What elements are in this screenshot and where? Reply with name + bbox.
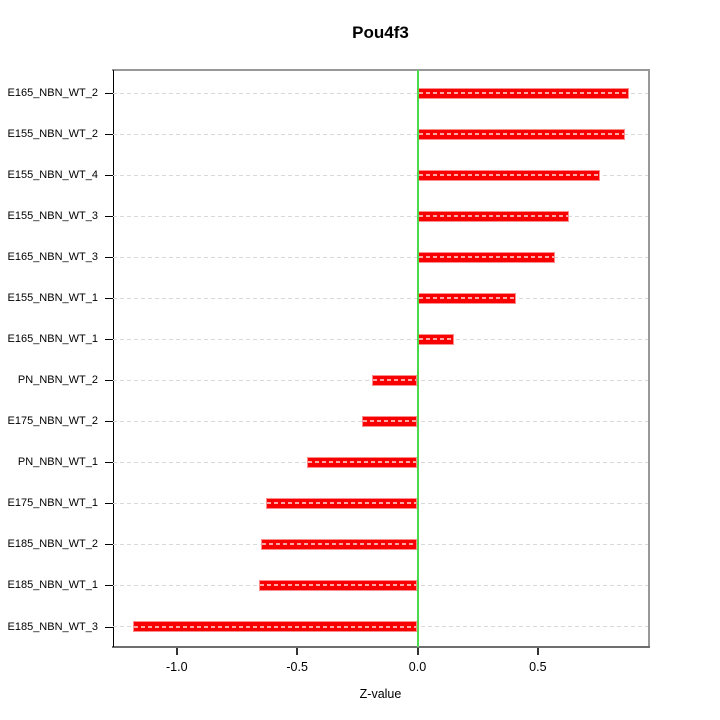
value-bar	[258, 579, 418, 591]
zero-line	[416, 70, 419, 647]
bar-stripe	[418, 256, 554, 259]
x-axis-tick-label: 0.0	[408, 660, 427, 674]
y-axis-tick	[105, 298, 113, 300]
gridline	[113, 297, 648, 299]
y-axis-tick	[105, 134, 113, 136]
x-axis-title: Z-value	[359, 687, 402, 701]
x-axis-tick	[536, 648, 539, 655]
x-axis-tick-label: -0.5	[286, 660, 308, 674]
y-axis-label: PN_NBN_WT_2	[17, 374, 98, 387]
bar-stripe	[363, 420, 417, 423]
y-axis-tick	[105, 339, 113, 341]
bar-stripe	[418, 133, 624, 136]
bar-stripe	[134, 625, 417, 628]
y-axis-label: E155_NBN_WT_2	[7, 128, 99, 141]
y-axis-line	[113, 70, 114, 647]
y-axis-tick	[105, 585, 113, 587]
plot-frame-right	[648, 69, 650, 648]
plot-area	[113, 70, 648, 647]
value-bar	[417, 251, 555, 263]
bar-stripe	[418, 297, 516, 300]
gridline	[113, 215, 648, 217]
gridline	[113, 92, 648, 94]
y-axis-label: E165_NBN_WT_1	[7, 333, 99, 346]
y-axis-label: E175_NBN_WT_1	[7, 497, 99, 510]
bar-stripe	[418, 92, 629, 94]
y-axis-tick	[105, 626, 113, 628]
x-axis-tick	[175, 648, 178, 655]
gridline	[113, 338, 648, 340]
y-axis-label: E155_NBN_WT_3	[7, 210, 99, 223]
gridline	[113, 256, 648, 258]
y-axis-label: PN_NBN_WT_1	[17, 456, 98, 469]
value-bar	[417, 210, 570, 222]
y-axis-label: E185_NBN_WT_1	[7, 579, 99, 592]
bar-stripe	[307, 461, 417, 464]
x-axis-tick	[296, 648, 299, 655]
value-bar	[261, 538, 418, 550]
y-axis-tick	[105, 93, 113, 94]
y-axis-tick	[105, 421, 113, 423]
bar-stripe	[372, 379, 417, 382]
value-bar	[417, 87, 630, 99]
bar-stripe	[262, 543, 417, 546]
x-axis-tick-label: -1.0	[166, 660, 188, 674]
value-bar	[265, 497, 418, 509]
plot-frame-top	[112, 69, 650, 71]
y-axis-label: E185_NBN_WT_2	[7, 538, 99, 551]
gridline	[113, 174, 648, 176]
chart-title: Pou4f3	[352, 23, 409, 42]
value-bar	[417, 128, 625, 140]
y-axis-tick	[105, 175, 113, 177]
x-axis-tick-label: 0.5	[529, 660, 547, 674]
y-axis-tick	[105, 544, 113, 546]
value-bar	[362, 415, 418, 427]
value-bar	[417, 169, 601, 181]
y-axis-label: E165_NBN_WT_2	[7, 87, 99, 99]
value-bar	[371, 374, 418, 386]
y-axis-tick	[105, 216, 113, 218]
y-axis-label: E175_NBN_WT_2	[7, 415, 99, 428]
gridline	[113, 133, 648, 135]
value-bar	[306, 456, 418, 468]
bar-stripe	[259, 584, 417, 587]
bar-stripe	[266, 502, 417, 505]
plot-frame-bottom	[112, 646, 650, 648]
y-axis-tick	[105, 503, 113, 505]
bar-stripe	[418, 338, 453, 341]
value-bar	[417, 292, 517, 304]
bar-stripe	[418, 174, 600, 177]
y-axis-tick	[105, 257, 113, 259]
y-axis-label: E185_NBN_WT_3	[7, 620, 99, 633]
y-axis-tick	[105, 462, 113, 464]
y-axis-label: E165_NBN_WT_3	[7, 251, 99, 264]
y-axis-tick	[105, 380, 113, 382]
value-bar	[417, 333, 454, 345]
value-bar	[133, 621, 418, 633]
y-axis-label: E155_NBN_WT_1	[7, 292, 99, 305]
y-axis-label: E155_NBN_WT_4	[7, 169, 99, 182]
x-axis-tick	[416, 648, 419, 655]
bar-stripe	[418, 215, 569, 218]
